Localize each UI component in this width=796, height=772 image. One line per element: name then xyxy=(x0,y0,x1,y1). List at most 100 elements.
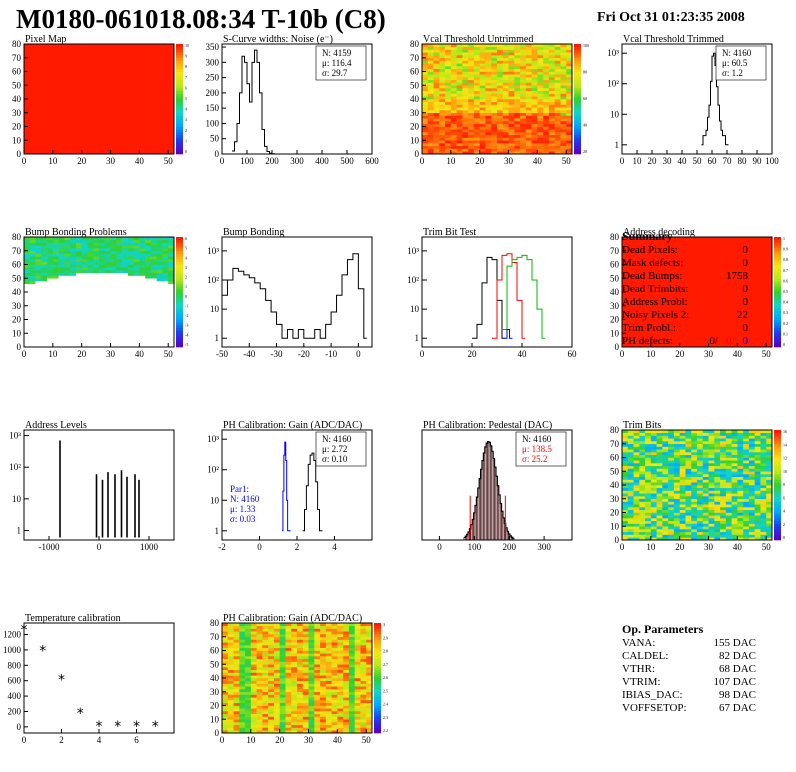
histogram-series xyxy=(492,253,525,339)
colorbar-cell xyxy=(774,281,781,285)
heatmap-cell xyxy=(754,281,761,285)
heatmap-cell xyxy=(748,261,755,265)
heatmap-cell xyxy=(168,148,175,152)
heatmap-cell xyxy=(685,319,692,323)
heatmap-cell xyxy=(691,344,698,348)
heatmap-cell xyxy=(639,537,646,541)
heatmap-cell xyxy=(645,327,652,331)
heatmap-cell xyxy=(502,112,509,116)
heatmap-cell xyxy=(133,344,140,348)
colorbar-cell xyxy=(176,256,183,260)
heatmap-cell xyxy=(554,121,561,125)
heatmap-cell xyxy=(93,44,100,48)
heatmap-cell xyxy=(104,319,111,323)
heatmap-cell xyxy=(650,341,657,345)
heatmap-cell xyxy=(99,134,106,138)
heatmap-cell xyxy=(502,93,509,97)
heatmap-cell xyxy=(731,292,738,296)
heatmap-cell xyxy=(525,85,532,89)
heatmap-cell xyxy=(168,267,175,271)
heatmap-cell xyxy=(445,121,452,125)
heatmap-cell xyxy=(110,283,117,287)
heatmap-cell xyxy=(439,52,446,56)
colorbar-label: -1 xyxy=(185,303,188,308)
heatmap-cell xyxy=(514,129,521,133)
heatmap-cell xyxy=(548,57,555,61)
heatmap-cell xyxy=(525,63,532,67)
heatmap-cell xyxy=(52,132,59,136)
heatmap-cell xyxy=(150,322,157,326)
heatmap-cell xyxy=(133,325,140,329)
heatmap-cell xyxy=(543,71,550,75)
heatmap-cell xyxy=(93,90,100,94)
heatmap-cell xyxy=(548,88,555,92)
heatmap-cell xyxy=(737,316,744,320)
heatmap-cell xyxy=(81,278,88,282)
heatmap-cell xyxy=(543,143,550,147)
heatmap-cell xyxy=(422,151,429,155)
heatmap-cell xyxy=(543,49,550,53)
heatmap-cell xyxy=(645,264,652,268)
heatmap-cell xyxy=(766,270,773,274)
heatmap-cell xyxy=(35,292,42,296)
heatmap-cell xyxy=(525,118,532,122)
heatmap-cell xyxy=(731,242,738,246)
heatmap-cell xyxy=(58,305,65,309)
heatmap-cell xyxy=(139,248,146,252)
heatmap-cell xyxy=(162,281,169,285)
heatmap-cell xyxy=(70,115,77,119)
heatmap-cell xyxy=(24,319,31,323)
heatmap-cell xyxy=(748,311,755,315)
heatmap-cell xyxy=(445,96,452,100)
heatmap-cell xyxy=(673,520,680,524)
heatmap-cell xyxy=(81,79,88,83)
heatmap-cell xyxy=(87,327,94,331)
heatmap-cell xyxy=(41,336,48,340)
heatmap-cell xyxy=(668,327,675,331)
heatmap-cell xyxy=(116,71,123,75)
heatmap-cell xyxy=(93,148,100,152)
heatmap-cell xyxy=(627,289,634,293)
heatmap-cell xyxy=(662,311,669,315)
heatmap-cell xyxy=(548,77,555,81)
heatmap-cell xyxy=(502,57,509,61)
heatmap-cell xyxy=(691,237,698,241)
heatmap-cell xyxy=(560,52,567,56)
x-tick-label: 200 xyxy=(265,156,279,166)
heatmap-cell xyxy=(156,270,163,274)
heatmap-cell xyxy=(24,327,31,331)
x-tick-label: 50 xyxy=(164,349,174,359)
heatmap-cell xyxy=(122,46,129,50)
heatmap-cell xyxy=(41,49,48,53)
heatmap-cell xyxy=(162,275,169,279)
heatmap-cell xyxy=(24,308,31,312)
heatmap-cell xyxy=(162,297,169,301)
heatmap-cell xyxy=(702,515,709,519)
heatmap-cell xyxy=(497,101,504,105)
heatmap-cell xyxy=(656,319,663,323)
heatmap-cell xyxy=(737,333,744,337)
colorbar-label: 0.4 xyxy=(783,300,788,305)
heatmap-cell xyxy=(514,55,521,59)
heatmap-cell xyxy=(81,63,88,67)
heatmap-cell xyxy=(685,286,692,290)
heatmap-cell xyxy=(75,253,82,257)
heatmap-cell xyxy=(75,292,82,296)
heatmap-cell xyxy=(560,79,567,83)
colorbar-cell xyxy=(176,118,183,122)
heatmap-cell xyxy=(156,322,163,326)
heatmap-cell xyxy=(81,151,88,155)
heatmap-cell xyxy=(543,46,550,50)
heatmap-cell xyxy=(75,245,82,249)
heatmap-cell xyxy=(156,325,163,329)
heatmap-cell xyxy=(668,281,675,285)
heatmap-cell xyxy=(627,529,634,533)
heatmap-cell xyxy=(127,327,134,331)
heatmap-cell xyxy=(41,132,48,136)
heatmap-cell xyxy=(633,529,640,533)
heatmap-cell xyxy=(64,66,71,70)
heatmap-cell xyxy=(622,322,629,326)
heatmap-cell xyxy=(520,46,527,50)
heatmap-cell xyxy=(58,319,65,323)
heatmap-cell xyxy=(168,259,175,263)
